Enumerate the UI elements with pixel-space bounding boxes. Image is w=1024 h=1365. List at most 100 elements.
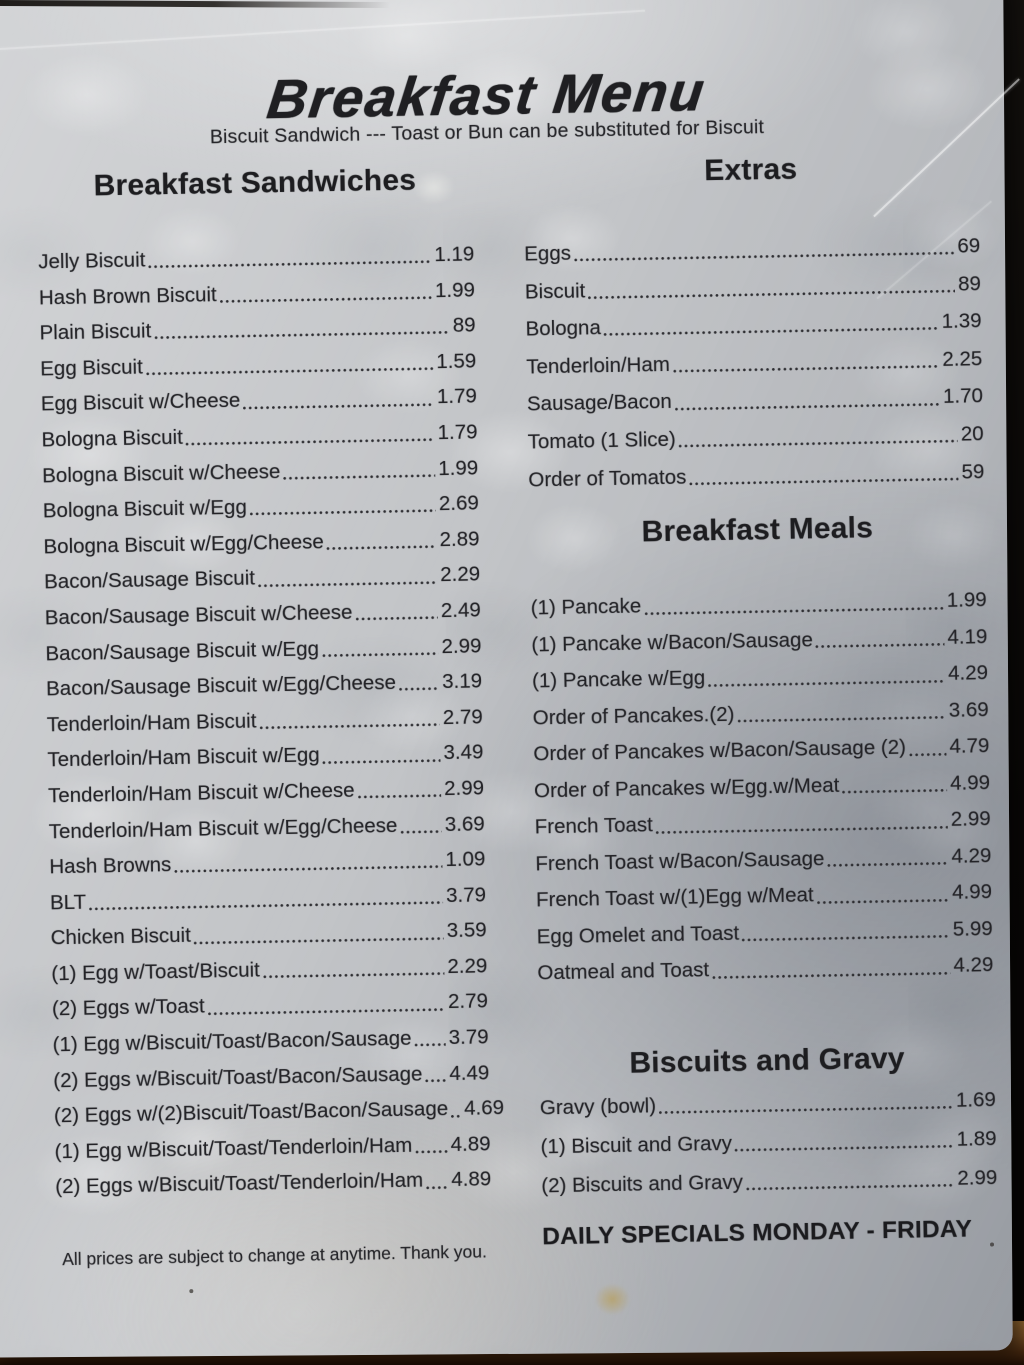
- dot-leader: [842, 766, 947, 804]
- dot-leader: [322, 629, 439, 667]
- dot-leader: [154, 308, 450, 349]
- item-price: 2.99: [441, 633, 482, 658]
- item-name: Gravy (bowl): [539, 1093, 657, 1120]
- dot-leader: [712, 948, 951, 989]
- item-name: Bologna Biscuit: [41, 425, 184, 452]
- item-price: 1.19: [434, 242, 475, 267]
- section-title-breakfast-meals: Breakfast Meals: [641, 511, 874, 549]
- item-price: 59: [961, 459, 985, 484]
- item-name: Bologna Biscuit w/Cheese: [41, 459, 281, 487]
- item-name: Chicken Biscuit: [50, 924, 192, 950]
- item-price: 2.29: [439, 562, 481, 587]
- item-price: 1.59: [436, 349, 477, 373]
- item-name: (2) Eggs w/Toast: [51, 994, 205, 1021]
- item-name: (2) Eggs w/Biscuit/Toast/Tenderloin/Ham: [55, 1168, 424, 1199]
- item-name: Egg Biscuit w/Cheese: [40, 389, 241, 416]
- dot-leader: [174, 842, 443, 883]
- item-price: 2.99: [957, 1165, 998, 1190]
- dot-leader: [644, 583, 944, 625]
- dot-leader: [742, 912, 950, 952]
- item-price: 4.29: [951, 843, 992, 868]
- dot-leader: [674, 378, 940, 420]
- section-items-biscuits-and-gravy: Gravy (bowl) 1.69 (1) Biscuit and Gravy 1.8…: [540, 1080, 998, 1205]
- item-price: 4.89: [451, 1167, 492, 1192]
- item-name: Biscuit: [524, 279, 586, 304]
- item-price: 4.89: [450, 1132, 491, 1156]
- item-name: Eggs: [524, 241, 572, 266]
- item-price: 1.09: [445, 847, 486, 872]
- item-name: Jelly Biscuit: [38, 248, 146, 274]
- item-name: Order of Tomatos: [528, 465, 687, 492]
- item-name: (2) Biscuits and Gravy: [541, 1170, 744, 1198]
- item-price: 1.89: [956, 1126, 997, 1151]
- item-price: 1.99: [434, 278, 476, 302]
- dot-leader: [355, 593, 438, 630]
- item-price: 1.39: [941, 309, 982, 334]
- item-price: 4.29: [953, 953, 994, 977]
- item-price: 20: [960, 422, 984, 446]
- section-items-breakfast-meals: (1) Pancake 1.99 (1) Pancake w/Bacon/Sausa…: [530, 582, 994, 992]
- dot-leader: [400, 807, 442, 843]
- item-name: Tomato (1 Slice): [527, 427, 676, 454]
- price-note: All prices are subject to change at anyt…: [61, 1241, 488, 1270]
- item-name: Order of Pancakes.(2): [532, 702, 735, 730]
- item-price: 2.29: [447, 954, 488, 978]
- item-price: 89: [957, 271, 982, 296]
- dot-leader: [193, 913, 444, 953]
- item-name: Bologna Biscuit w/Egg/Cheese: [43, 530, 325, 559]
- item-name: French Toast w/Bacon/Sausage: [535, 846, 825, 876]
- item-name: Tenderloin/Ham: [526, 352, 671, 379]
- item-price: 1.99: [438, 455, 479, 480]
- item-price: 69: [957, 234, 981, 258]
- item-name: Bologna: [525, 316, 602, 341]
- dot-leader: [262, 949, 444, 988]
- item-price: 1.70: [942, 384, 984, 409]
- item-name: Tenderloin/Ham Biscuit w/Egg: [47, 743, 320, 772]
- item-price: 2.79: [442, 705, 483, 729]
- item-price: 4.99: [951, 880, 993, 904]
- item-name: (1) Pancake: [530, 594, 642, 620]
- item-price: 1.79: [437, 420, 478, 445]
- item-price: 3.69: [948, 697, 989, 722]
- dot-leader: [746, 1158, 955, 1201]
- item-price: 89: [452, 313, 476, 338]
- item-name: Bologna Biscuit w/Egg: [42, 495, 248, 523]
- item-name: Hash Browns: [49, 853, 172, 879]
- dot-leader: [258, 558, 438, 597]
- item-name: Oatmeal and Toast: [537, 958, 710, 985]
- dot-leader: [326, 522, 436, 560]
- item-name: (1) Pancake w/Egg: [531, 666, 706, 693]
- dot-leader: [243, 380, 434, 419]
- item-price: 3.79: [445, 883, 487, 907]
- item-price: 4.19: [947, 624, 988, 649]
- food-stain: [594, 1283, 631, 1316]
- dark-speck: [189, 1289, 194, 1294]
- item-name: Sausage/Bacon: [526, 390, 672, 416]
- dot-leader: [186, 415, 435, 455]
- dot-leader: [357, 771, 441, 808]
- item-price: 2.25: [942, 346, 983, 371]
- item-price: 2.89: [439, 527, 480, 551]
- item-price: 1.69: [955, 1087, 997, 1112]
- item-price: 3.59: [446, 918, 487, 943]
- item-name: Egg Omelet and Toast: [536, 921, 740, 949]
- dot-leader: [148, 237, 432, 278]
- daily-specials-banner: DAILY SPECIALS MONDAY - FRIDAY: [541, 1215, 973, 1251]
- item-name: Tenderloin/Ham Biscuit w/Cheese: [47, 778, 355, 808]
- dot-leader: [816, 620, 945, 659]
- dot-leader: [816, 875, 949, 914]
- dot-leader: [708, 656, 946, 697]
- dot-leader: [399, 664, 440, 700]
- item-name: Tenderloin/Ham Biscuit: [46, 709, 257, 737]
- item-price: 3.79: [448, 1025, 489, 1050]
- item-price: 5.99: [952, 916, 993, 941]
- dot-leader: [451, 1091, 462, 1127]
- dot-leader: [259, 700, 440, 739]
- section-items-breakfast-sandwiches: Jelly Biscuit 1.19 Hash Brown Biscuit 1.99 P…: [38, 236, 504, 1205]
- item-price: 3.19: [441, 669, 483, 694]
- left-column: Breakfast Sandwiches Jelly Biscuit 1.19 Ha…: [37, 160, 504, 1270]
- dot-leader: [426, 1163, 449, 1199]
- dot-leader: [735, 1119, 954, 1162]
- dot-leader: [827, 839, 949, 878]
